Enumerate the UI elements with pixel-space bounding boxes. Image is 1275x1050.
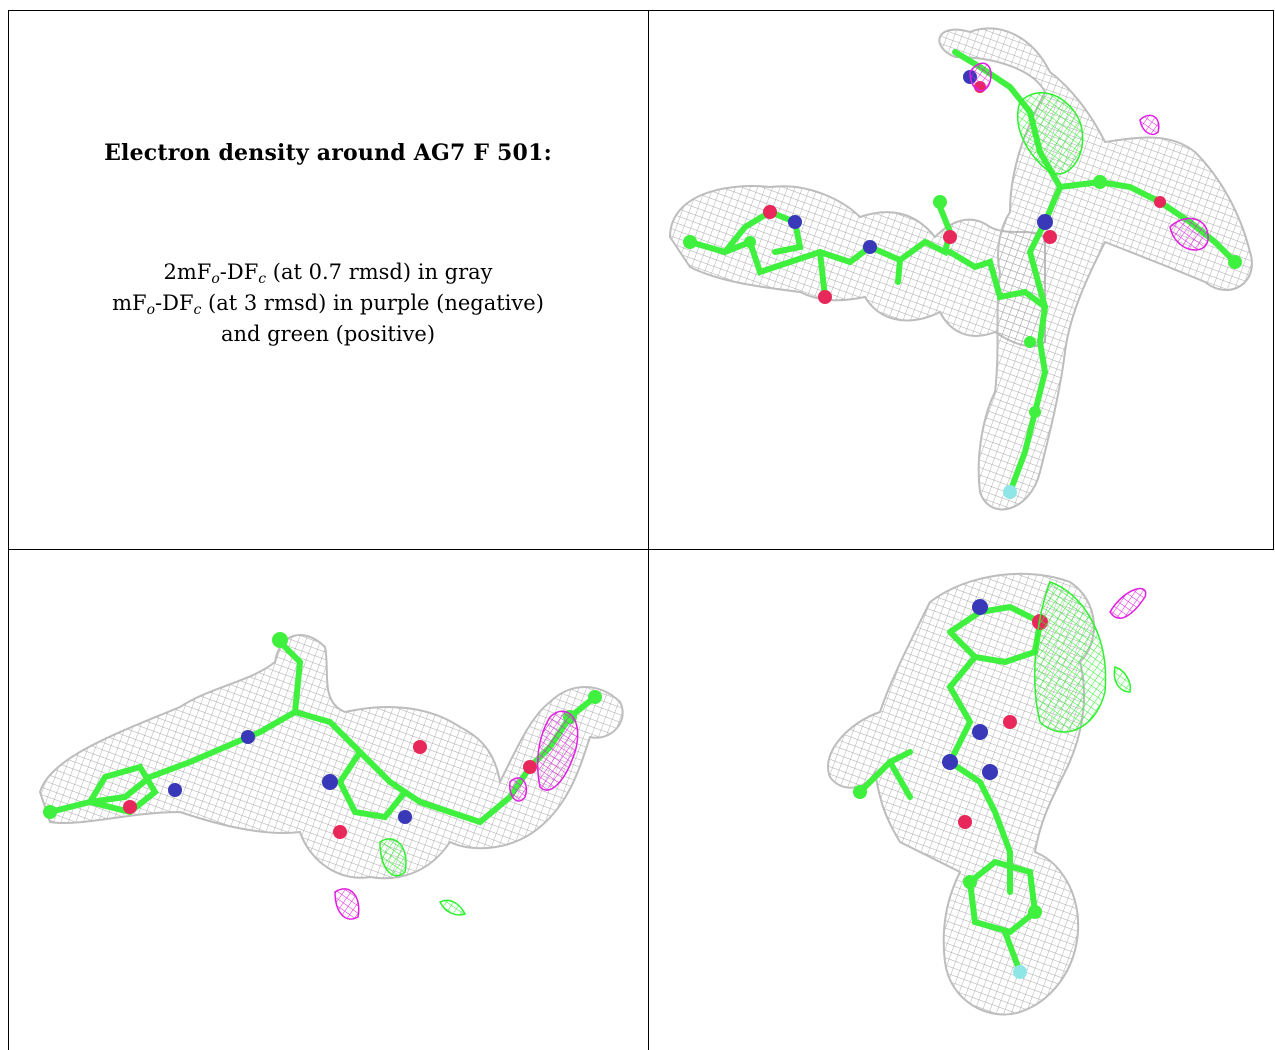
legend-line-2fo-fc: 2mFo-DFc (at 0.7 rmsd) in gray bbox=[163, 260, 493, 287]
table-right-rule-top bbox=[1273, 10, 1274, 550]
difference-density bbox=[334, 710, 579, 920]
molecule-render-bottom-right bbox=[827, 572, 1147, 1016]
legend-line-fo-fc: mFo-DFc (at 3 rmsd) in purple (negative) bbox=[112, 291, 544, 318]
caption-title: Electron density around AG7 F 501: bbox=[104, 140, 552, 166]
table-left-rule bbox=[8, 10, 9, 1050]
atom-spheres bbox=[853, 599, 1048, 979]
molecule-render-top-right bbox=[668, 27, 1253, 511]
gray-density-mesh bbox=[38, 634, 624, 880]
density-view-bottom-right bbox=[650, 552, 1272, 1048]
table-middle-rule bbox=[648, 10, 649, 1050]
density-view-top-right bbox=[650, 12, 1272, 548]
table-top-rule bbox=[8, 10, 1274, 11]
molecule-render-bottom-left bbox=[38, 632, 624, 920]
caption-legend: 2mFo-DFc (at 0.7 rmsd) in gray mFo-DFc (… bbox=[8, 257, 648, 350]
difference-density bbox=[969, 62, 1209, 251]
caption-cell: Electron density around AG7 F 501: 2mFo-… bbox=[8, 12, 648, 548]
table-row-rule bbox=[8, 549, 1274, 550]
density-view-bottom-left bbox=[10, 552, 646, 1048]
difference-density bbox=[1034, 581, 1147, 733]
legend-line-3: and green (positive) bbox=[220, 322, 436, 346]
